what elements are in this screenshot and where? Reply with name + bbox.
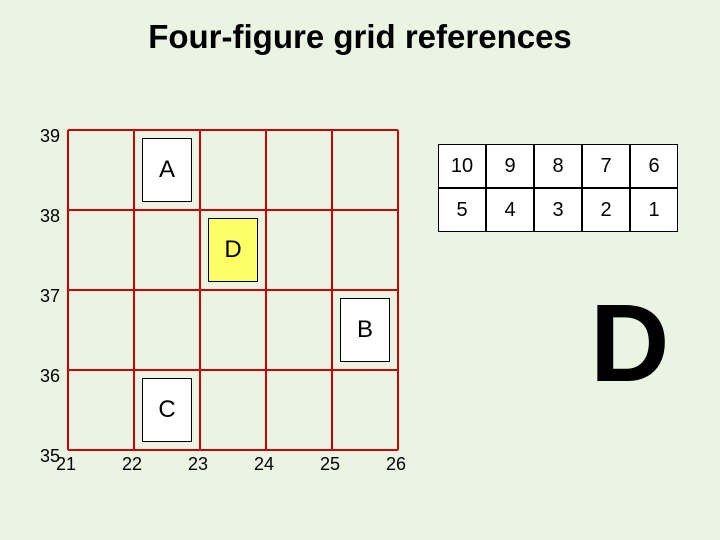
x-axis-label: 23: [188, 454, 208, 475]
grid-hline: [68, 129, 398, 131]
grid-hline: [68, 369, 398, 371]
grid-cell-B: B: [340, 298, 390, 362]
numtable-cell: 1: [630, 188, 678, 232]
numtable-cell: 6: [630, 144, 678, 188]
y-axis-label: 38: [40, 206, 60, 227]
x-axis-label: 21: [56, 454, 76, 475]
grid-vline: [331, 130, 333, 450]
grid-hline: [68, 209, 398, 211]
map-grid: AD B C: [68, 130, 398, 450]
grid-vline: [67, 130, 69, 450]
numtable-cell: 5: [438, 188, 486, 232]
x-axis-label: 24: [254, 454, 274, 475]
numtable-cell: 4: [486, 188, 534, 232]
numtable-cell: 10: [438, 144, 486, 188]
x-axis-label: 25: [320, 454, 340, 475]
page-title: Four-figure grid references: [0, 18, 720, 56]
numtable-cell: 3: [534, 188, 582, 232]
grid-vline: [133, 130, 135, 450]
answer-letter: D: [590, 280, 669, 407]
y-axis-label: 37: [40, 286, 60, 307]
numtable-cell: 7: [582, 144, 630, 188]
grid-vline: [397, 130, 399, 450]
y-axis-label: 39: [40, 126, 60, 147]
y-axis-label: 36: [40, 366, 60, 387]
grid-cell-D: D: [208, 218, 258, 282]
grid-hline: [68, 449, 398, 451]
number-table: 109876 54321: [438, 144, 678, 232]
x-axis-label: 22: [122, 454, 142, 475]
grid-cell-A: A: [142, 138, 192, 202]
grid-vline: [265, 130, 267, 450]
grid-vline: [199, 130, 201, 450]
x-axis-label: 26: [386, 454, 406, 475]
numtable-cell: 8: [534, 144, 582, 188]
numtable-cell: 2: [582, 188, 630, 232]
grid-hline: [68, 289, 398, 291]
grid-cell-C: C: [142, 378, 192, 442]
numtable-cell: 9: [486, 144, 534, 188]
